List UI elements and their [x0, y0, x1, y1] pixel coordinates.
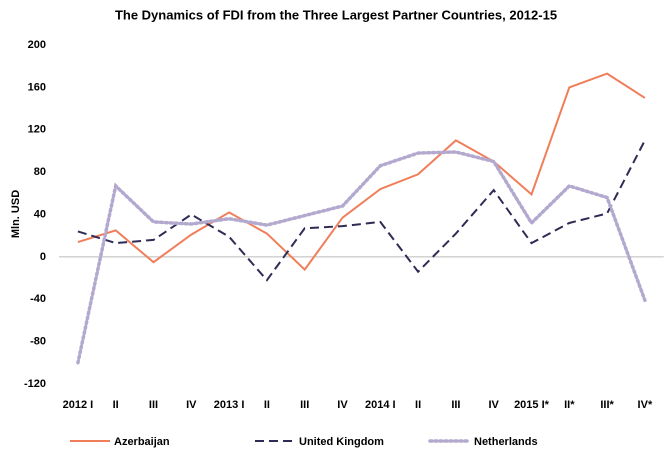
x-tick-label: 2013 I	[214, 399, 245, 411]
x-tick-label: II	[113, 399, 119, 411]
x-tick-label: III	[300, 399, 309, 411]
series-line	[77, 139, 646, 282]
y-tick-label: 40	[34, 208, 46, 220]
y-tick-label: 0	[40, 251, 46, 263]
x-tick-label: IV*	[638, 399, 653, 411]
y-tick-label: 80	[34, 166, 46, 178]
x-tick-label: IV	[337, 399, 348, 411]
x-tick-label: III	[451, 399, 460, 411]
x-tick-label: IV	[488, 399, 499, 411]
x-tick-label: II	[264, 399, 270, 411]
x-tick-label: IV	[186, 399, 197, 411]
x-tick-label: III	[149, 399, 158, 411]
x-tick-label: III*	[600, 399, 614, 411]
y-tick-label: 160	[28, 81, 46, 93]
series-line	[77, 72, 646, 272]
y-tick-label: -40	[30, 293, 46, 305]
x-tick-label: 2012 I	[63, 399, 94, 411]
x-tick-label: II*	[564, 399, 575, 411]
legend-label: Netherlands	[474, 436, 538, 448]
y-tick-label: -80	[30, 336, 46, 348]
x-tick-label: 2015 I*	[514, 399, 550, 411]
y-tick-label: -120	[24, 378, 46, 390]
y-tick-label: 120	[28, 124, 46, 136]
y-axis-label: Mln. USD	[10, 190, 22, 238]
legend-label: United Kingdom	[299, 436, 384, 448]
x-tick-label: 2014 I	[365, 399, 396, 411]
legend-label: Azerbaijan	[114, 436, 170, 448]
y-tick-label: 200	[28, 39, 46, 51]
x-tick-label: II	[415, 399, 421, 411]
series-line	[76, 150, 647, 365]
chart-title: The Dynamics of FDI from the Three Large…	[115, 7, 557, 22]
